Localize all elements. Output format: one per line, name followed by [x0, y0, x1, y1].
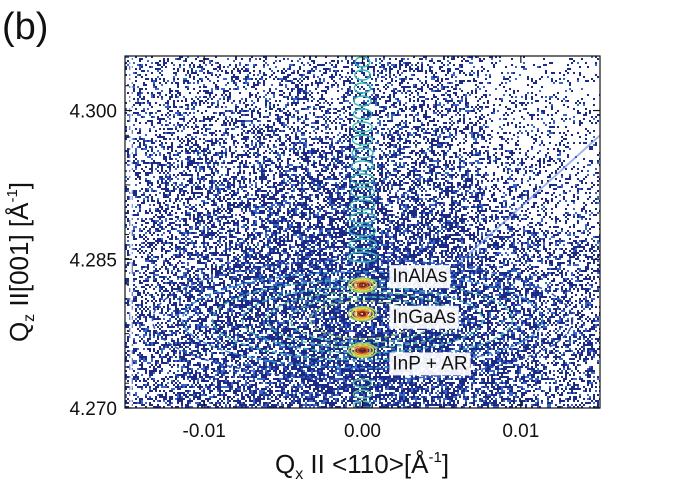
y-tick-label: 4.285	[69, 250, 117, 271]
axis-ticks: -0.01 0.00 0.01 4.300 4.285 4.270	[69, 56, 601, 442]
peak-contour	[347, 342, 378, 359]
peak-contour	[347, 277, 378, 293]
panel-label: (b)	[2, 6, 49, 48]
streak-contour	[350, 160, 375, 172]
streak-contour	[351, 147, 374, 159]
streak-contour	[352, 121, 373, 133]
peak-contour	[350, 278, 375, 292]
peak-annotation: InAlAs	[392, 266, 447, 287]
streak-contour	[351, 134, 374, 146]
annotation-background	[389, 352, 471, 376]
x-axis-label: Qx II <110>[Å-1]	[275, 449, 449, 483]
peak-contour	[358, 282, 367, 288]
peak-annotation: InGaAs	[392, 307, 455, 328]
peak-contour	[350, 344, 375, 357]
y-tick-label: 4.270	[69, 399, 117, 420]
peak-contour	[353, 345, 372, 356]
peak-contour	[356, 281, 369, 289]
streak-contour	[349, 199, 376, 211]
peak-contour	[358, 348, 367, 353]
streak-contour	[352, 389, 373, 399]
peak-annotations: InAlAs InGaAs InP + AR	[389, 265, 471, 376]
y-tick-label: 4.300	[69, 102, 117, 123]
peak-contour	[347, 306, 378, 322]
peak-annotation: InP + AR	[392, 353, 467, 374]
y-axis-label: Qz II[001] [Å-1]	[4, 182, 38, 342]
streak-contour	[347, 251, 378, 263]
annotation-background	[389, 265, 451, 289]
peak-contour	[350, 307, 375, 321]
streak-contour	[352, 378, 373, 388]
contour-ring	[211, 279, 514, 361]
peak-markers	[347, 277, 378, 359]
peak-contour	[356, 347, 369, 354]
streak-contour	[349, 212, 376, 224]
streak-contour	[353, 95, 372, 107]
diffraction-streak	[456, 134, 600, 265]
streak-contour	[353, 82, 372, 94]
streak-contour	[350, 173, 375, 185]
streak-contour	[354, 69, 371, 81]
annotation-background	[389, 305, 459, 329]
peak-contour	[358, 311, 367, 317]
x-tick-label: 0.01	[502, 421, 539, 442]
streak-contour	[348, 225, 377, 237]
streak-contour	[348, 238, 377, 250]
x-tick-label: 0.00	[344, 421, 381, 442]
peak-contour	[353, 280, 372, 290]
x-tick-label: -0.01	[183, 421, 226, 442]
peak-contour	[353, 309, 372, 319]
contour-ring	[181, 271, 544, 369]
streak-contour	[349, 186, 376, 198]
noise-dark	[125, 56, 600, 408]
peak-contour	[356, 310, 369, 318]
streak-contour	[352, 108, 373, 120]
intensity-map	[125, 56, 600, 408]
